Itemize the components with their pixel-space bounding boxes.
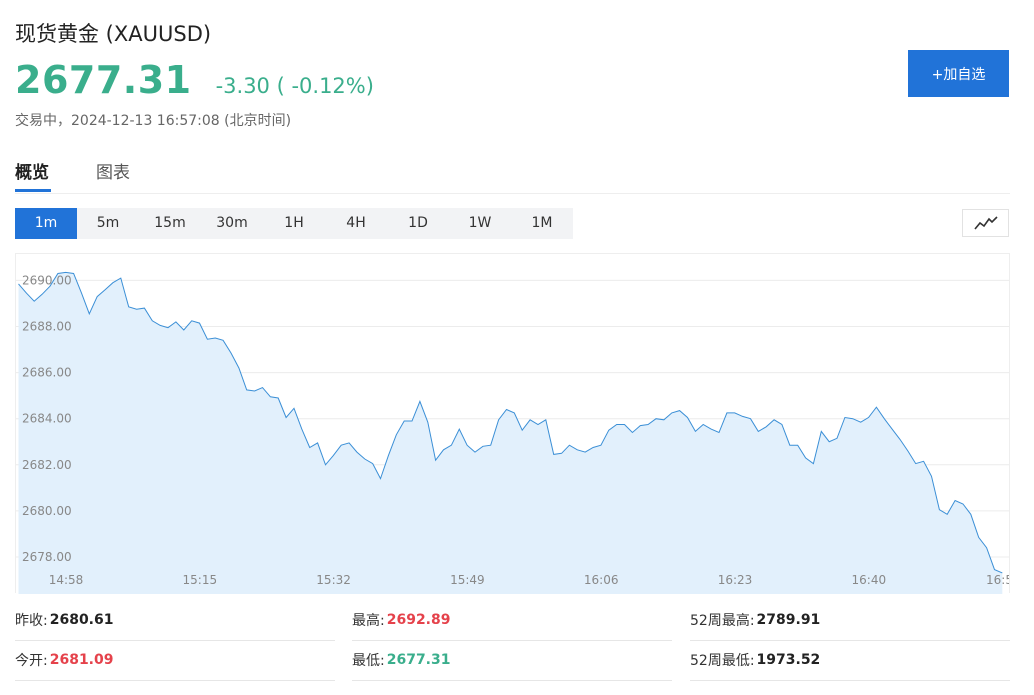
price-row: 2677.31 -3.30 ( -0.12%) [15,58,374,102]
stat-label: 最低: [352,653,385,669]
stat-item: 52周最高: 2789.91 [690,600,1010,641]
stat-label: 52周最低: [690,653,755,669]
tab-active-indicator [15,189,51,192]
instrument-title: 现货黄金 (XAUUSD) [15,22,212,46]
x-tick-label: 16:5 [986,573,1009,587]
price-chart-svg: 2690.00 2688.00 2686.00 2684.00 2682.00 2680.… [16,271,1009,594]
period-1m-button[interactable]: 1M [531,215,553,231]
y-tick-label: 2682.00 [22,458,72,472]
tab-overview[interactable]: 概览 [15,163,49,183]
y-tick-label: 2690.00 [22,273,72,287]
price-line [18,271,1003,574]
period-5m-button[interactable]: 5m [96,215,120,231]
tab-bar: 概览 图表 [15,150,1010,194]
period-1d-button[interactable]: 1D [408,215,428,231]
stat-label: 52周最高: [690,613,755,629]
price-area [18,272,1003,594]
line-chart-icon [973,216,998,230]
x-tick-label: 15:32 [316,573,351,587]
x-tick-label: 15:15 [183,573,218,587]
y-tick-label: 2680.00 [22,504,72,518]
add-watchlist-button[interactable]: +加自选 [908,50,1009,97]
y-tick-label: 2684.00 [22,412,72,426]
period-1w-button[interactable]: 1W [468,215,492,231]
chart-type-button[interactable] [962,209,1009,237]
stat-value: 2677.31 [386,652,451,668]
stat-item: 52周最低: 1973.52 [690,640,1010,681]
stat-label: 最高: [352,613,385,629]
x-tick-label: 16:06 [584,573,619,587]
period-1h-button[interactable]: 1H [284,215,304,231]
period-1m-button[interactable]: 1m [15,208,77,239]
stat-label: 今开: [15,653,48,669]
period-selector: 1m 5m 15m 30m 1H 4H 1D 1W 1M [15,208,573,239]
period-4h-button[interactable]: 4H [346,215,366,231]
stat-value: 1973.52 [756,652,821,668]
stat-item: 今开: 2681.09 [15,640,335,681]
x-tick-label: 15:49 [450,573,485,587]
stat-item: 最高: 2692.89 [352,600,672,641]
period-30m-button[interactable]: 30m [216,215,248,231]
period-15m-button[interactable]: 15m [154,215,186,231]
stat-value: 2681.09 [49,652,114,668]
y-tick-label: 2688.00 [22,320,72,334]
y-tick-label: 2686.00 [22,366,72,380]
x-tick-label: 16:40 [852,573,887,587]
stat-label: 昨收: [15,613,48,629]
stat-item: 昨收: 2680.61 [15,600,335,641]
price-chart[interactable]: 2690.00 2688.00 2686.00 2684.00 2682.00 2680.… [15,253,1010,594]
price-change: -3.30 ( -0.12%) [215,74,374,98]
tab-chart[interactable]: 图表 [96,163,130,183]
stat-value: 2680.61 [49,612,114,628]
stat-value: 2789.91 [756,612,821,628]
y-tick-label: 2678.00 [22,550,72,564]
stat-value: 2692.89 [386,612,451,628]
x-tick-label: 16:23 [718,573,753,587]
stat-item: 最低: 2677.31 [352,640,672,681]
trading-status: 交易中，2024-12-13 16:57:08 (北京时间) [15,113,292,129]
current-price: 2677.31 [15,58,192,102]
x-tick-label: 14:58 [49,573,84,587]
